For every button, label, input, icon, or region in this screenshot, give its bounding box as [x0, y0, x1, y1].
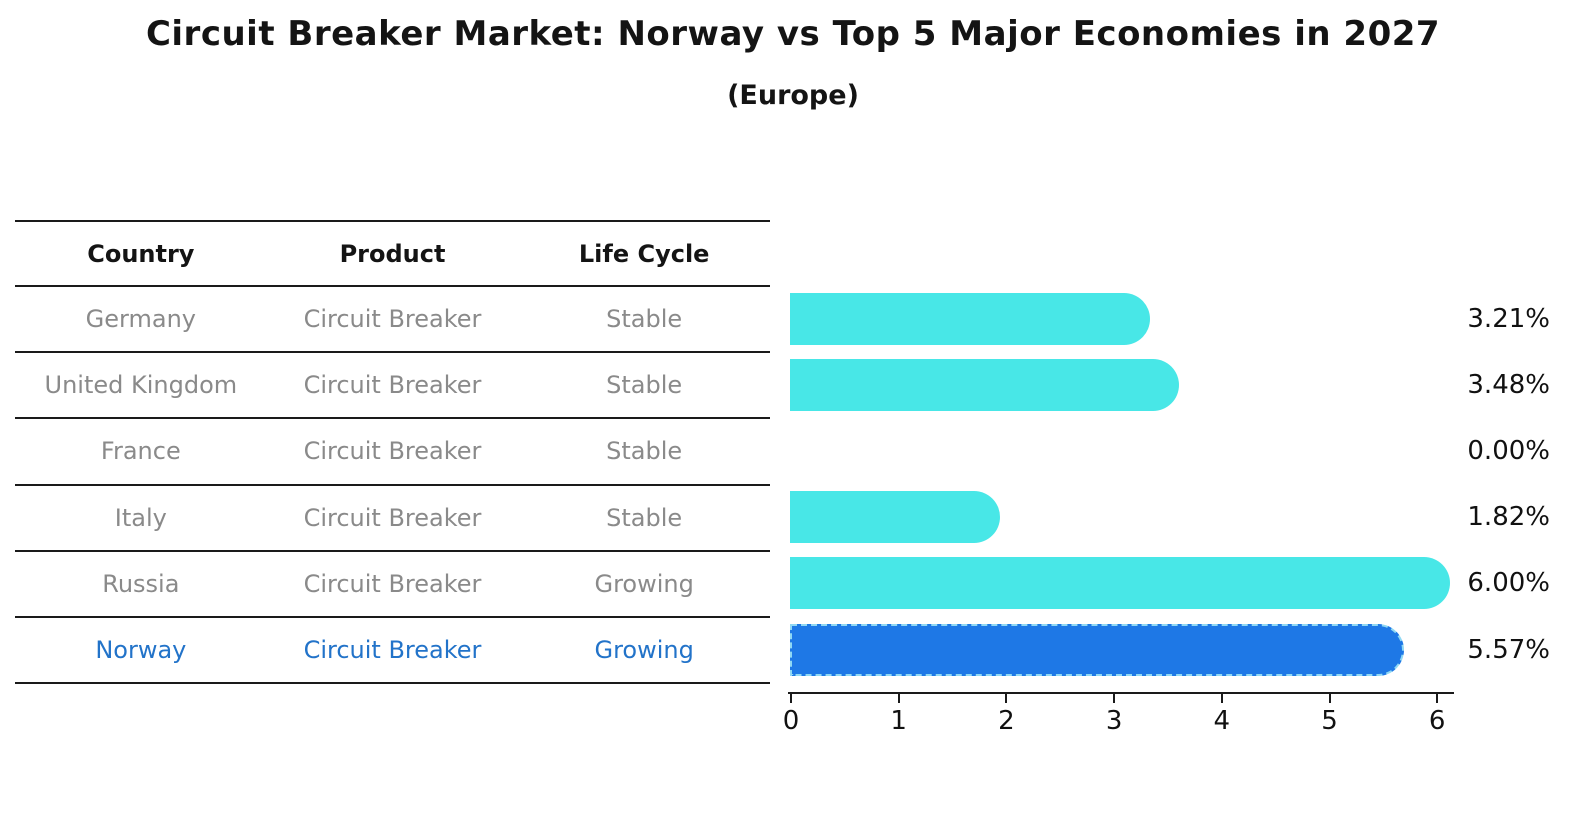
life-cycle-cell: Stable [606, 305, 683, 334]
bar-norway [790, 623, 1404, 676]
tick-label: 2 [998, 706, 1015, 736]
tick-label: 3 [1105, 706, 1123, 736]
chart-subtitle: (Europe) [727, 80, 859, 111]
column-header-product: Product [339, 239, 446, 268]
life-cycle-cell: Stable [606, 371, 683, 400]
tick-label: 1 [890, 706, 907, 736]
bar-russia [790, 557, 1451, 610]
tick-label: 0 [782, 706, 800, 736]
tick-mark [1005, 694, 1008, 703]
life-cycle-cell: Growing [594, 636, 694, 665]
tick-label: 5 [1321, 706, 1338, 736]
country-cell: France [100, 437, 181, 466]
tick-mark [790, 694, 792, 703]
column-header-country: Country [87, 239, 195, 268]
column-header-life-cycle: Life Cycle [578, 239, 710, 268]
table-header-row: Country Product Life Cycle [15, 222, 770, 287]
tick-mark [1220, 694, 1223, 703]
product-cell: Circuit Breaker [303, 503, 482, 532]
country-cell: United Kingdom [44, 371, 238, 400]
value-label: 3.21% [1467, 303, 1550, 334]
country-cell: Russia [102, 569, 180, 598]
country-cell: Norway [95, 636, 187, 665]
product-cell: Circuit Breaker [303, 636, 482, 665]
table-row: United Kingdom Circuit Breaker Stable [15, 353, 770, 420]
tick-label: 6 [1428, 706, 1446, 736]
tick-mark [1113, 694, 1116, 703]
country-table: Country Product Life Cycle Germany Circu… [15, 220, 770, 685]
value-label: 6.00% [1467, 568, 1550, 599]
tick-mark [1436, 694, 1439, 703]
table-row: Germany Circuit Breaker Stable [15, 287, 770, 354]
table-row: France Circuit Breaker Stable [15, 419, 770, 486]
tick-mark [1328, 694, 1331, 703]
value-label: 0.00% [1467, 435, 1550, 466]
country-cell: Germany [85, 305, 196, 334]
life-cycle-cell: Stable [606, 503, 683, 532]
x-axis-line [788, 692, 1454, 694]
value-label: 3.48% [1467, 369, 1550, 400]
bar-united-kingdom [790, 358, 1179, 411]
chart-title: Circuit Breaker Market: Norway vs Top 5 … [145, 14, 1441, 54]
country-cell: Italy [114, 503, 167, 532]
tick-mark [897, 694, 900, 703]
table-row: Russia Circuit Breaker Growing [15, 552, 770, 618]
product-cell: Circuit Breaker [303, 437, 482, 466]
product-cell: Circuit Breaker [303, 371, 482, 400]
product-cell: Circuit Breaker [303, 305, 482, 334]
tick-label: 4 [1213, 706, 1231, 736]
bar-germany [790, 292, 1150, 345]
life-cycle-cell: Growing [594, 569, 694, 598]
value-label: 1.82% [1467, 502, 1550, 533]
product-cell: Circuit Breaker [303, 569, 482, 598]
table-row: Italy Circuit Breaker Stable [15, 486, 770, 552]
life-cycle-cell: Stable [606, 437, 683, 466]
value-label: 5.57% [1467, 634, 1550, 665]
table-row-norway: Norway Circuit Breaker Growing [15, 618, 770, 685]
bar-italy [790, 491, 1000, 544]
